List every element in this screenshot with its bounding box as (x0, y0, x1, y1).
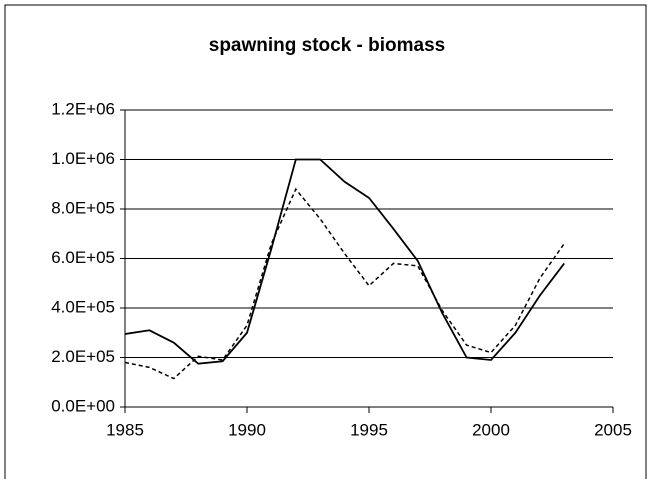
y-tick-label: 8.0E+05 (51, 198, 115, 217)
series-line (124, 158, 565, 365)
y-tick-label: 0.0E+00 (51, 396, 115, 415)
x-tick-label: 1990 (228, 420, 266, 439)
y-tick-label: 1.0E+06 (51, 149, 115, 168)
x-tick-label: 1995 (350, 420, 388, 439)
series-line (124, 187, 565, 380)
x-tick-label: 2000 (472, 420, 510, 439)
x-tick-label: 1985 (106, 420, 144, 439)
chart-title: spawning stock - biomass (209, 35, 446, 56)
y-tick-label: 1.2E+06 (51, 99, 115, 118)
x-tick-label: 2005 (594, 420, 632, 439)
chart-border (4, 4, 647, 479)
y-tick-label: 6.0E+05 (51, 248, 115, 267)
y-tick-label: 4.0E+05 (51, 297, 115, 316)
y-tick-label: 2.0E+05 (51, 347, 115, 366)
